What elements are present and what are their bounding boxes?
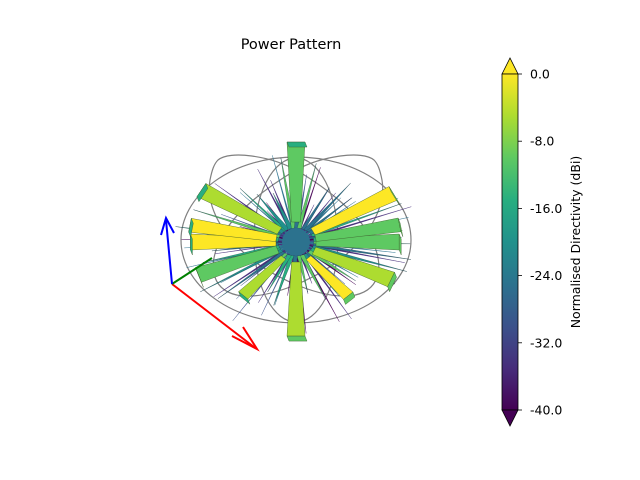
pattern-facet (217, 250, 286, 299)
pattern-lobe-side (190, 233, 193, 256)
colorbar-tick-label: -32.0 (530, 335, 562, 350)
pattern-facet (310, 203, 402, 237)
pattern-lobe-side (286, 141, 308, 148)
colorbar-gradient (501, 73, 519, 411)
pattern-lobe-side (388, 186, 400, 206)
axes-triad (160, 215, 260, 352)
pattern-facet (301, 187, 330, 230)
colorbar-label: Normalised Directivity (dBi) (568, 156, 583, 329)
pattern-core (282, 228, 310, 256)
pattern-facet (256, 193, 290, 232)
chart-title: Power Pattern (241, 37, 342, 53)
colorbar-tick-label: -40.0 (530, 403, 562, 418)
pattern-lobe-side (397, 217, 404, 237)
colorbar-tick-label: 0.0 (530, 67, 550, 82)
pattern-facet (312, 243, 411, 260)
colorbar-tick-label: -24.0 (530, 268, 562, 283)
pattern-facet (272, 192, 294, 230)
pattern-facet (296, 163, 317, 229)
pattern-lobe-side (387, 271, 397, 293)
pattern-lobe-side (196, 183, 209, 203)
colorbar-ticks: 0.0 -8.0 -16.0 -24.0 -32.0 -40.0 (518, 67, 562, 418)
colorbar-extend-bottom (501, 409, 519, 427)
pattern-facet (273, 254, 295, 306)
pattern-facet (311, 245, 407, 272)
pattern-lobe-side (286, 335, 308, 342)
z-axis-arrow (165, 219, 173, 285)
pattern-lobe-side (238, 290, 251, 305)
pattern-facet (299, 254, 326, 300)
colorbar: 0.0 -8.0 -16.0 -24.0 -32.0 -40.0 Normalised D… (501, 57, 583, 427)
colorbar-tick-label: -16.0 (530, 201, 562, 216)
radiation-pattern-surface (175, 141, 412, 342)
x-axis-arrowhead (231, 326, 260, 352)
pattern-lobe-side (195, 267, 204, 288)
z-axis-arrowhead (160, 215, 175, 236)
pattern-facet (306, 197, 353, 233)
y-axis-arrow (171, 257, 213, 285)
pattern-lobe-side (343, 291, 356, 305)
colorbar-extend-top (501, 57, 519, 75)
pattern-facet (307, 249, 356, 281)
pattern-facet (267, 254, 292, 293)
pattern-facet (303, 183, 351, 232)
pattern-facet (193, 209, 281, 239)
pattern-lobe-side (399, 233, 402, 256)
x-axis-arrow (171, 283, 255, 348)
colorbar-tick-label: -8.0 (530, 134, 554, 149)
pattern-lobe-side (188, 217, 194, 238)
